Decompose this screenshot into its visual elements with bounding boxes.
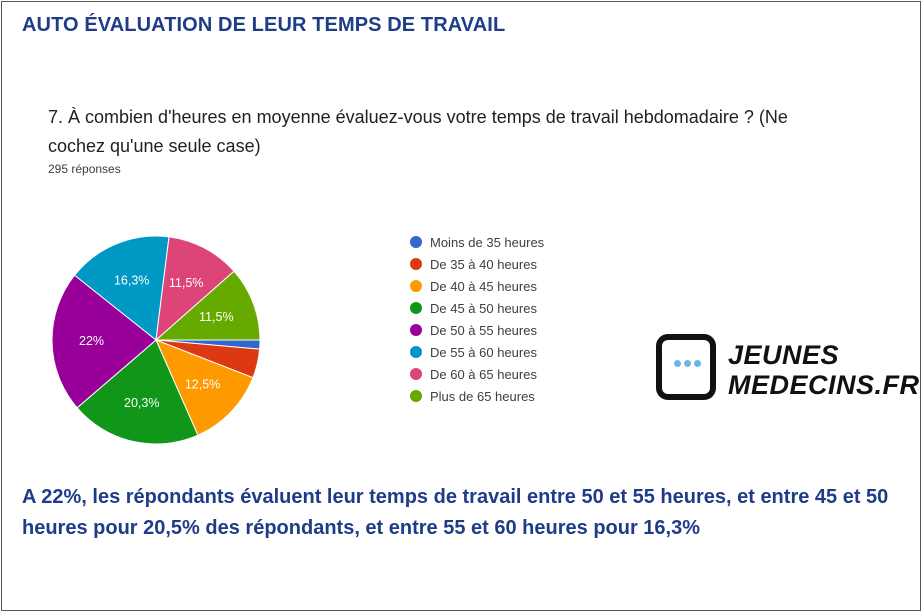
legend-swatch (410, 280, 422, 292)
pie-data-label: 12,5% (185, 378, 220, 392)
legend-item: De 40 à 45 heures (410, 275, 544, 297)
legend-label: De 60 à 65 heures (430, 366, 537, 382)
pie-data-label: 11,5% (169, 276, 204, 290)
legend-swatch (410, 346, 422, 358)
question-text: 7. À combien d'heures en moyenne évaluez… (48, 107, 788, 156)
pie-slice (154, 270, 261, 341)
legend-swatch (410, 368, 422, 380)
summary-text: A 22%, les répondants évaluent leur temp… (22, 486, 889, 539)
legend-label: De 45 à 50 heures (430, 300, 537, 316)
pie-data-label: 22% (79, 334, 104, 348)
legend-label: Moins de 35 heures (430, 234, 545, 250)
legend-item: De 45 à 50 heures (410, 297, 544, 319)
response-count: 295 réponses (48, 162, 121, 176)
pie-slice (155, 339, 254, 436)
pie-data-label: 11,5% (199, 310, 234, 324)
legend-item: De 60 à 65 heures (410, 363, 544, 385)
chart-legend: Moins de 35 heures De 35 à 40 heures De 40… (410, 231, 544, 407)
legend-swatch (410, 324, 422, 336)
chat-bubble-icon (656, 334, 716, 400)
pie-chart: 12,5% 20,3% 22% 16,3% 11,5% 11,5% (51, 235, 261, 445)
legend-item: Plus de 65 heures (410, 385, 544, 407)
legend-item: De 55 à 60 heures (410, 341, 544, 363)
legend-label: De 50 à 55 heures (430, 322, 537, 338)
legend-item: Moins de 35 heures (410, 231, 544, 253)
legend-swatch (410, 258, 422, 270)
logo-line-2: MEDECINS.FR (728, 370, 920, 400)
legend-swatch (410, 236, 422, 248)
pie-data-label: 20,3% (124, 396, 159, 410)
legend-item: De 35 à 40 heures (410, 253, 544, 275)
legend-label: Plus de 65 heures (430, 388, 535, 404)
legend-item: De 50 à 55 heures (410, 319, 544, 341)
legend-swatch (410, 302, 422, 314)
pie-slice (51, 274, 157, 409)
pie-data-label: 16,3% (114, 273, 149, 287)
legend-label: De 55 à 60 heures (430, 344, 537, 360)
legend-label: De 40 à 45 heures (430, 278, 537, 294)
jeunes-medecins-logo: JEUNES MEDECINS.FR (654, 332, 919, 408)
legend-swatch (410, 390, 422, 402)
pie-slice (73, 235, 170, 341)
page-title: AUTO ÉVALUATION DE LEUR TEMPS DE TRAVAIL (22, 14, 506, 36)
pie-slice (76, 339, 199, 445)
pie-slice (155, 236, 235, 342)
legend-label: De 35 à 40 heures (430, 256, 537, 272)
logo-line-1: JEUNES (728, 340, 840, 370)
